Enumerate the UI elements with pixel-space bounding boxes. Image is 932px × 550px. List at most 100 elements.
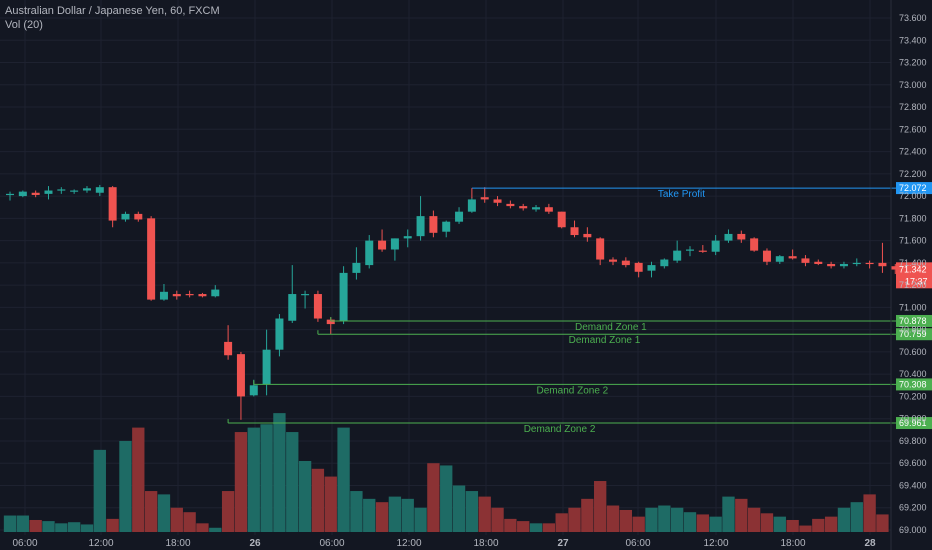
candle-body [570, 227, 579, 236]
y-tick-label: 69.400 [899, 480, 927, 490]
volume-bar [363, 498, 376, 532]
y-tick-label: 69.200 [899, 503, 927, 513]
candle-body [185, 294, 194, 296]
volume-bar [683, 512, 697, 532]
candle-body [108, 187, 117, 221]
volume-bar [42, 521, 55, 532]
candle-body [403, 236, 412, 239]
volume-bar [157, 494, 171, 532]
last-price-badge [896, 262, 932, 289]
candle-body [455, 211, 464, 222]
volume-bar [29, 519, 42, 532]
volume-bar [55, 523, 68, 532]
level-price-badge [896, 182, 932, 195]
x-tick-label: 27 [557, 538, 569, 549]
volume-bar [786, 519, 799, 532]
candle-body [891, 266, 900, 270]
volume-bar [183, 512, 196, 532]
volume-bar [606, 505, 620, 532]
volume-bar [491, 507, 504, 532]
candle-body [480, 197, 489, 200]
legend: Australian Dollar / Japanese Yen, 60, FX… [5, 5, 220, 31]
volume-bar [93, 449, 106, 532]
level-price-text: 70.759 [899, 329, 927, 339]
level-price-badge [896, 328, 932, 341]
candle-body [262, 349, 271, 385]
candle-body [57, 189, 66, 191]
x-tick-label: 06:00 [319, 538, 344, 549]
volume-bar [427, 463, 440, 532]
volume-bar [619, 509, 633, 532]
candle-body [750, 238, 759, 251]
candle-body [147, 218, 156, 300]
y-tick-label: 70.600 [899, 347, 927, 357]
candle-body [621, 260, 630, 266]
volume-bar [260, 424, 273, 532]
y-tick-label: 70.400 [899, 369, 927, 379]
volume-bar [452, 485, 466, 532]
volume-bar [247, 427, 260, 532]
volume-bar [440, 465, 453, 532]
candle-body [506, 203, 515, 207]
candle-body [95, 187, 104, 193]
y-tick-label: 71.000 [899, 302, 927, 312]
volume-bar [670, 507, 684, 532]
candle-body [775, 256, 784, 262]
y-tick-label: 72.600 [899, 124, 927, 134]
y-tick-label: 69.600 [899, 458, 927, 468]
volume-bar [67, 522, 81, 532]
x-tick-label: 12:00 [396, 538, 421, 549]
y-tick-label: 70.000 [899, 414, 927, 424]
y-tick-label: 71.400 [899, 258, 927, 268]
volume-bar [286, 432, 299, 532]
level-price-text: 72.072 [899, 183, 927, 193]
candle-body [134, 213, 143, 220]
volume-bar [555, 513, 568, 532]
volume-bar [273, 413, 286, 532]
level-price-text: 69.961 [899, 418, 927, 428]
candle-body [313, 294, 322, 319]
candle-body [6, 193, 14, 196]
x-tick-label: 06:00 [12, 538, 37, 549]
volume-bar [401, 498, 414, 532]
candle-body [878, 262, 887, 267]
level-price-badge [896, 314, 932, 327]
candle-body [647, 265, 656, 271]
candle-body [44, 190, 53, 194]
candle-body [557, 211, 566, 228]
candle-body [172, 294, 181, 297]
volume-bar [3, 515, 17, 532]
candle-body [467, 199, 476, 212]
volume-bar [196, 523, 209, 532]
level-price-badge [896, 417, 932, 430]
x-tick-label: 12:00 [88, 538, 113, 549]
y-tick-label: 72.200 [899, 169, 927, 179]
candle-body [814, 261, 823, 264]
volume-bar [645, 507, 658, 532]
volume-bar [517, 521, 530, 532]
candle-body [673, 250, 682, 261]
volume-bar [170, 507, 183, 532]
candle-body [737, 233, 746, 240]
volume-indicator-label[interactable]: Vol (20) [5, 19, 43, 31]
volume-bar [388, 496, 402, 532]
volume-bar [568, 507, 581, 532]
volume-bar [234, 432, 248, 532]
candle-body [211, 289, 220, 297]
volume-bar [311, 468, 325, 532]
candle-body [685, 249, 694, 251]
volume-bar [581, 498, 594, 532]
candle-body [852, 262, 861, 265]
volume-bar [722, 496, 735, 532]
symbol-title[interactable]: Australian Dollar / Japanese Yen, 60, FX… [5, 5, 220, 17]
candle-body [275, 318, 284, 350]
candle-body [544, 207, 553, 212]
volume-bar [824, 516, 838, 532]
x-tick-label: 18:00 [780, 538, 805, 549]
x-tick-label: 26 [249, 538, 261, 549]
candle-body [596, 238, 605, 260]
y-tick-label: 73.000 [899, 80, 927, 90]
volume-bar [337, 427, 350, 532]
volume-bar [221, 491, 235, 532]
